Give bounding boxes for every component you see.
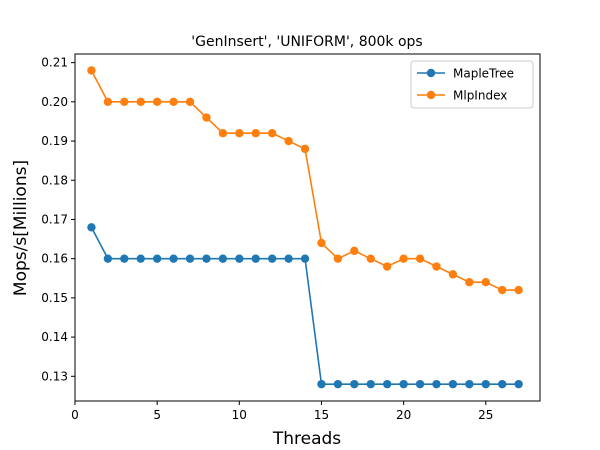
y-tick-label: 0.19 [41,134,68,148]
y-tick-label: 0.17 [41,212,68,226]
series-line-mapletree [90,226,519,385]
data-point-mapletree [366,379,375,389]
plot-area [87,66,523,389]
legend-marker-mlpindex [426,90,436,100]
data-point-mapletree [185,254,195,263]
data-point-mlpindex [284,136,293,146]
data-point-mlpindex [415,254,425,263]
data-point-mapletree [481,379,490,389]
legend-label-mlpindex: MlpIndex [453,89,507,103]
data-point-mlpindex [366,254,375,263]
data-point-mapletree [251,254,260,263]
y-tick-label: 0.13 [41,369,68,383]
y-axis: 0.13 0.14 0.15 0.16 0.17 0.18 0.19 0.20 0.21 [41,56,75,383]
data-point-mapletree [202,254,211,263]
data-point-mlpindex [399,254,408,263]
data-point-mapletree [284,254,293,263]
x-tick-label: 25 [478,408,493,422]
legend-label-mapletree: MapleTree [453,67,514,81]
data-point-mlpindex [267,129,277,138]
x-tick-label: 10 [232,408,247,422]
data-point-mapletree [498,379,507,389]
plot-frame [74,53,541,402]
y-tick-label: 0.21 [41,56,68,70]
data-point-mapletree [120,254,129,263]
data-point-mlpindex [120,97,129,107]
data-point-mlpindex [317,238,326,248]
data-point-mapletree [169,254,178,263]
data-point-mapletree [514,379,523,389]
data-point-mlpindex [251,129,260,138]
y-tick-label: 0.18 [41,173,68,187]
data-point-mlpindex [514,285,523,295]
data-point-mlpindex [103,97,113,107]
x-axis-label: Threads [272,429,341,449]
data-point-mlpindex [235,129,244,138]
data-point-mlpindex [300,144,310,154]
data-point-mapletree [415,379,425,389]
data-point-mapletree [350,379,359,389]
data-point-mapletree [300,254,310,263]
x-axis: 0 5 10 15 20 25 [71,401,493,422]
data-point-mapletree [465,379,474,389]
chart-title: 'GenInsert', 'UNIFORM', 800k ops [191,34,422,50]
data-point-mlpindex [481,277,490,287]
data-point-mlpindex [448,270,458,279]
data-point-mapletree [218,254,228,263]
data-point-mlpindex [136,97,145,107]
data-point-mlpindex [169,97,178,107]
data-point-mapletree [317,379,326,389]
x-tick-label: 15 [314,408,329,422]
data-point-mlpindex [465,277,474,287]
data-point-mapletree [432,379,441,389]
data-point-mlpindex [333,254,343,263]
y-tick-label: 0.14 [41,330,68,344]
data-point-mlpindex [382,262,392,271]
data-point-mlpindex [202,113,211,122]
data-point-mlpindex [87,66,96,75]
x-tick-label: 5 [153,408,161,422]
data-point-mapletree [235,254,244,263]
y-tick-label: 0.16 [41,252,68,266]
data-point-mapletree [448,379,458,389]
data-point-mapletree [87,223,96,232]
data-point-mlpindex [185,97,195,107]
y-tick-label: 0.20 [41,95,68,109]
data-point-mlpindex [218,129,228,138]
y-axis-label: Mops/s[Millions] [11,160,31,296]
data-point-mlpindex [498,285,507,295]
data-point-mapletree [136,254,145,263]
legend-marker-mapletree [426,68,436,78]
data-point-mlpindex [350,246,359,256]
data-point-mlpindex [152,97,162,107]
data-point-mapletree [399,379,408,389]
data-point-mlpindex [432,262,441,271]
legend: MapleTree MlpIndex [410,60,534,109]
data-point-mapletree [333,379,343,389]
data-point-mapletree [103,254,113,263]
data-point-mapletree [267,254,277,263]
y-tick-label: 0.15 [41,291,68,305]
data-point-mapletree [382,379,392,389]
x-tick-label: 0 [71,408,79,422]
data-point-mapletree [152,254,162,263]
x-tick-label: 20 [396,408,411,422]
